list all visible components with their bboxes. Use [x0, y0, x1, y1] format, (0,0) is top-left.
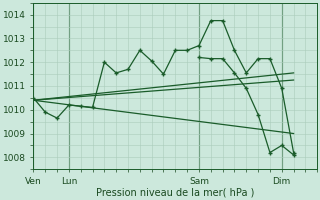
- X-axis label: Pression niveau de la mer( hPa ): Pression niveau de la mer( hPa ): [96, 187, 254, 197]
